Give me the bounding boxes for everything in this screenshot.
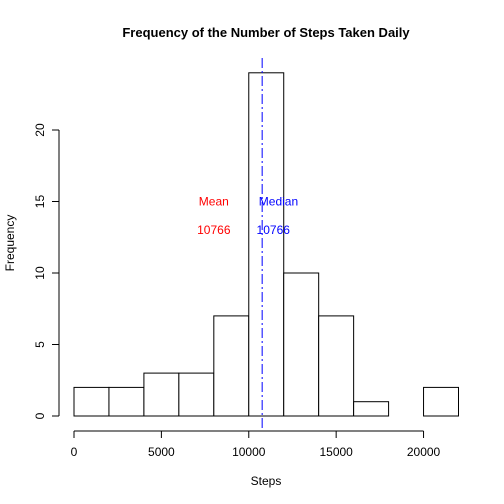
mean-value: 10766	[197, 223, 231, 237]
y-tick-label: 10	[33, 266, 47, 280]
histogram-bar	[108, 386, 145, 417]
histogram-bar	[318, 315, 355, 417]
histogram-bar	[178, 372, 215, 417]
x-tick-label: 15000	[319, 445, 353, 459]
y-tick-label: 15	[33, 195, 47, 209]
bars-group	[73, 72, 459, 417]
histogram-bar	[143, 372, 180, 417]
x-tick-label: 5000	[148, 445, 175, 459]
median-value: 10766	[257, 223, 291, 237]
histogram-bar	[213, 315, 250, 417]
histogram-bar	[353, 401, 390, 417]
chart-title: Frequency of the Number of Steps Taken D…	[122, 25, 410, 40]
y-tick-label: 20	[33, 123, 47, 137]
x-axis: 0 5000 10000 15000 20000	[71, 430, 441, 459]
histogram-bar	[423, 386, 459, 417]
histogram-bar	[248, 72, 285, 417]
histogram-bar	[283, 272, 320, 417]
y-axis: 0 5 10 15 20	[33, 123, 60, 419]
y-tick-label: 5	[33, 341, 47, 348]
x-tick-label: 20000	[407, 445, 441, 459]
mean-label: Mean	[199, 195, 229, 209]
y-tick-label: 0	[33, 412, 47, 419]
x-axis-label: Steps	[251, 474, 282, 488]
x-tick-label: 10000	[232, 445, 266, 459]
x-tick-label: 0	[71, 445, 78, 459]
histogram-bar	[73, 386, 110, 417]
annotations-group: Mean 10766 Median 10766	[197, 195, 298, 238]
y-axis-label: Frequency	[3, 215, 17, 272]
median-label: Median	[259, 195, 298, 209]
